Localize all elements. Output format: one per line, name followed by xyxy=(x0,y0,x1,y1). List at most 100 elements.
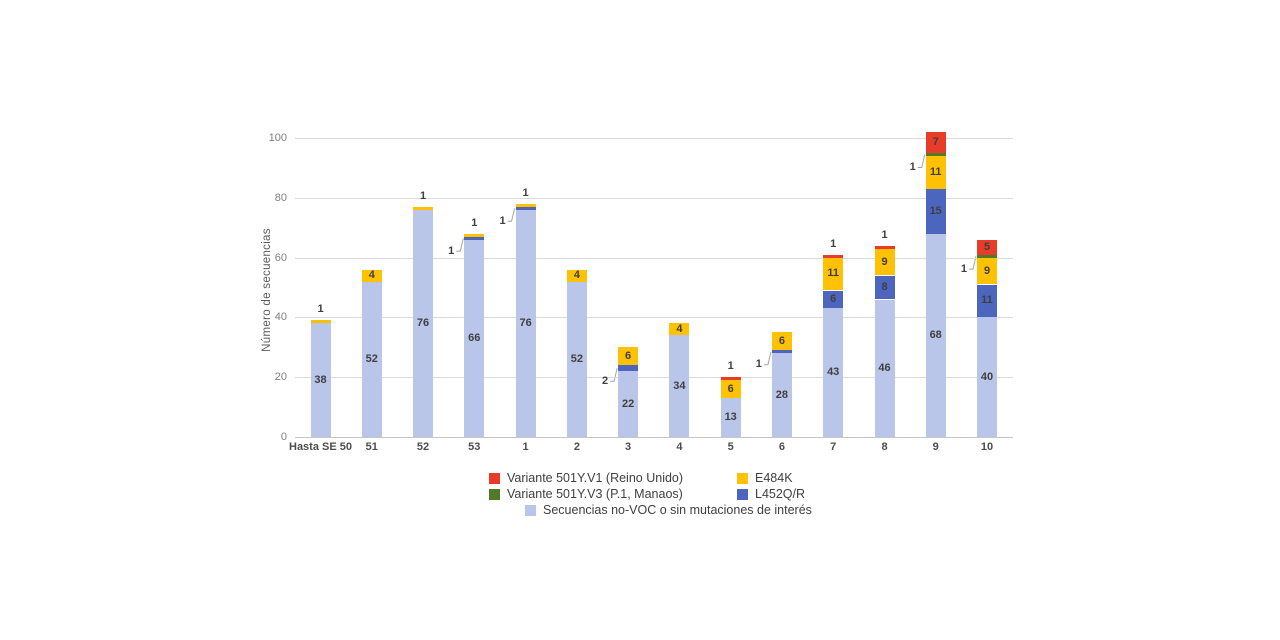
category-label: 2 xyxy=(573,441,580,453)
segment-value-label: 9 xyxy=(881,255,888,268)
bar-segment-l452 xyxy=(771,350,792,354)
y-tick-label: 20 xyxy=(274,371,287,384)
segment-value-label: 9 xyxy=(983,264,991,277)
category-label: 10 xyxy=(980,441,994,453)
y-tick-label: 0 xyxy=(280,431,287,443)
bar-segment-e484k: 4 xyxy=(669,322,690,336)
segment-value-label: 76 xyxy=(519,316,532,329)
segment-value-label: 43 xyxy=(827,366,840,379)
bar-segment-l452: 15 xyxy=(925,188,946,234)
segment-value-label: 40 xyxy=(980,370,994,383)
gridline-80 xyxy=(295,197,1013,199)
bar-segment-novoc: 68 xyxy=(925,233,946,437)
category-label: 9 xyxy=(932,441,939,453)
y-tick-label: 100 xyxy=(268,132,287,144)
bar-segment-e484k xyxy=(464,233,485,237)
segment-value-label: 5 xyxy=(983,240,991,253)
above-bar-value-label: 1 xyxy=(727,360,734,373)
gridline-40 xyxy=(295,317,1013,319)
bar-segment-e484k: 6 xyxy=(720,380,741,399)
legend-item-v3: Variante 501Y.V3 (P.1, Manaos) xyxy=(489,488,683,501)
segment-value-label: 4 xyxy=(368,269,375,282)
segment-value-label: 76 xyxy=(416,316,430,329)
bar-segment-v3 xyxy=(977,254,997,258)
bar-segment-l452: 6 xyxy=(823,290,844,309)
bar-segment-e484k: 11 xyxy=(823,257,844,291)
bar-segment-novoc: 34 xyxy=(669,335,690,437)
callout-value-label: 1 xyxy=(499,214,506,227)
segment-value-label: 8 xyxy=(881,281,888,293)
legend-item-label: L452Q/R xyxy=(755,487,806,501)
segment-value-label: 52 xyxy=(365,352,378,365)
category-label: 4 xyxy=(676,441,683,453)
y-axis-title: Número de secuencias xyxy=(261,228,273,352)
segment-value-label: 11 xyxy=(929,165,942,178)
legend-item-label: E484K xyxy=(755,471,793,485)
bar-segment-e484k: 6 xyxy=(771,332,792,351)
legend-item-e484k: E484K xyxy=(737,472,793,485)
segment-value-label: 68 xyxy=(929,328,942,341)
gridline-20 xyxy=(295,377,1013,379)
bar-segment-l452: 8 xyxy=(874,275,895,300)
segment-value-label: 6 xyxy=(830,293,837,305)
above-bar-value-label: 1 xyxy=(522,186,529,199)
callout-value-label: 2 xyxy=(601,374,609,387)
bar-segment-novoc: 52 xyxy=(566,281,587,437)
segment-value-label: 6 xyxy=(778,334,785,347)
segment-value-label: 11 xyxy=(827,267,839,280)
bar-segment-novoc: 40 xyxy=(977,317,997,437)
legend-item-v1: Variante 501Y.V1 (Reino Unido) xyxy=(489,472,683,485)
bar-segment-v3 xyxy=(925,152,946,156)
category-label: 6 xyxy=(778,441,785,453)
segment-value-label: 66 xyxy=(468,331,481,344)
bar-segment-novoc: 52 xyxy=(361,281,382,437)
bar-segment-e484k: 4 xyxy=(566,269,587,282)
category-label: 7 xyxy=(830,441,837,453)
segment-value-label: 46 xyxy=(878,361,891,374)
bar-segment-novoc: 66 xyxy=(464,239,485,437)
segment-value-label: 38 xyxy=(314,373,327,386)
above-bar-value-label: 1 xyxy=(317,303,324,316)
bar-segment-novoc: 46 xyxy=(874,299,895,437)
bar-segment-l452: 11 xyxy=(977,284,997,318)
bar-segment-e484k: 6 xyxy=(618,347,639,366)
segment-value-label: 6 xyxy=(727,382,734,395)
category-label: 53 xyxy=(468,441,481,453)
bar-segment-novoc: 76 xyxy=(515,209,536,437)
callout-value-label: 1 xyxy=(755,358,762,371)
bar-segment-l452 xyxy=(515,206,536,210)
gridline-100 xyxy=(295,138,1013,139)
leader-line xyxy=(917,154,926,168)
bar-segment-novoc: 22 xyxy=(618,371,639,437)
bar-segment-v1 xyxy=(874,245,895,249)
above-bar-value-label: 1 xyxy=(830,237,837,250)
bar-segment-novoc: 43 xyxy=(823,308,844,437)
legend-item-label: Variante 501Y.V1 (Reino Unido) xyxy=(507,471,684,485)
bar-segment-l452 xyxy=(464,236,485,240)
segment-value-label: 28 xyxy=(775,388,789,401)
legend-swatch-e484k xyxy=(737,473,748,484)
leader-line xyxy=(763,351,772,366)
segment-value-label: 4 xyxy=(676,322,683,335)
callout-value-label: 1 xyxy=(448,244,455,257)
y-tick-label: 80 xyxy=(274,191,287,204)
y-tick-label: 40 xyxy=(274,311,287,324)
bar-segment-novoc: 38 xyxy=(310,323,331,437)
bar-segment-v1: 7 xyxy=(925,132,946,153)
bar-segment-e484k: 9 xyxy=(977,257,997,285)
legend-swatch-l452 xyxy=(737,489,748,500)
leader-line xyxy=(507,208,516,222)
legend-swatch-v1 xyxy=(489,473,500,484)
bar-segment-e484k xyxy=(413,206,433,210)
segment-value-label: 7 xyxy=(932,136,939,148)
bar-segment-l452 xyxy=(618,365,639,372)
segment-value-label: 11 xyxy=(981,294,993,307)
bar-segment-v1 xyxy=(823,254,844,258)
callout-value-label: 1 xyxy=(960,262,967,275)
segment-value-label: 52 xyxy=(570,352,584,365)
segment-value-label: 15 xyxy=(929,204,942,217)
bar-segment-e484k: 4 xyxy=(361,269,382,282)
legend-item-novoc: Secuencias no-VOC o sin mutaciones de in… xyxy=(525,504,812,517)
bar-segment-v1: 5 xyxy=(977,239,997,255)
